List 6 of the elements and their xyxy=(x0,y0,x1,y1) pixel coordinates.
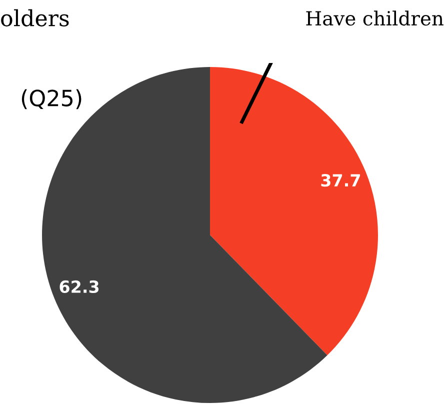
text: (Q25) xyxy=(22,89,82,110)
slice-label: Have children xyxy=(306,10,444,26)
data-label: 62.3 xyxy=(60,280,99,294)
data-label: 37.7 xyxy=(321,174,360,187)
pie-slice xyxy=(210,67,378,356)
text: olders xyxy=(1,9,69,26)
